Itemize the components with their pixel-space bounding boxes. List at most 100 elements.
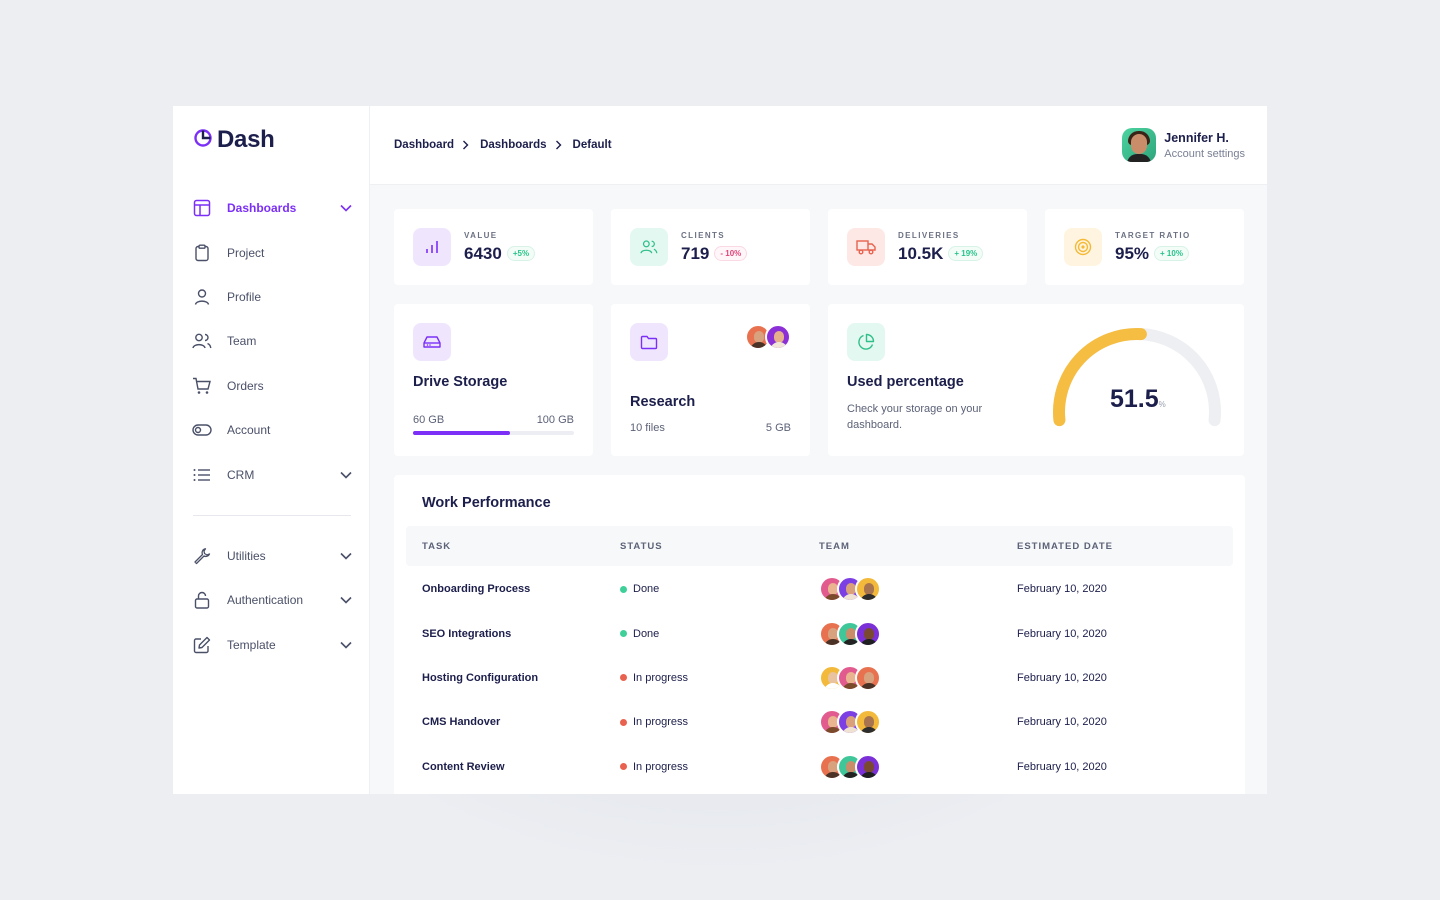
column-header-task[interactable]: TASK <box>422 540 452 552</box>
avatar[interactable] <box>855 576 881 603</box>
status-label: In progress <box>633 760 689 773</box>
sidebar-item-project[interactable]: Project <box>191 230 353 274</box>
sidebar-item-label: Authentication <box>227 593 304 608</box>
task-name: Hosting Configuration <box>422 671 539 684</box>
estimated-date: February 10, 2020 <box>1017 627 1107 640</box>
table-row[interactable]: CMS Handover In progress February 10, 20… <box>406 700 1233 744</box>
task-status: In progress <box>620 761 688 773</box>
stat-card-clients[interactable]: CLIENTS 719 - 10% <box>611 209 810 285</box>
research-team <box>745 324 791 350</box>
stat-value: 95% <box>1115 243 1150 263</box>
toggle-icon <box>191 419 213 441</box>
lock-icon <box>191 589 213 611</box>
app-name: Dash <box>217 126 275 153</box>
team-avatars <box>819 576 881 603</box>
chevron-down-icon[interactable] <box>339 468 353 482</box>
used-percentage-title: Used percentage <box>847 374 964 390</box>
chevron-right-icon <box>555 140 565 150</box>
pie-logo-icon <box>193 128 213 153</box>
app-window: Dash Dashboards Project Profile Team <box>173 106 1267 794</box>
estimated-date: February 10, 2020 <box>1017 671 1107 684</box>
sidebar-item-authentication[interactable]: Authentication <box>191 578 353 622</box>
used-percentage-description: Check your storage on your dashboard. <box>847 403 983 431</box>
task-status: Done <box>620 628 659 640</box>
stat-delta-badge: + 10% <box>1154 246 1189 261</box>
table-row[interactable]: Content Review In progress February 10, … <box>406 745 1233 789</box>
sidebar-divider <box>193 514 351 516</box>
clipboard-icon <box>191 242 213 264</box>
task-name: SEO Integrations <box>422 627 512 640</box>
stat-value: 6430 <box>464 243 502 263</box>
sidebar-item-utilities[interactable]: Utilities <box>191 534 353 578</box>
research-files: 10 files <box>630 422 665 434</box>
avatar[interactable] <box>855 753 881 780</box>
avatar[interactable] <box>855 664 881 691</box>
users-icon <box>191 330 213 352</box>
dashboard-content: VALUE 6430 +5% CLIENTS 719 <box>394 209 1245 794</box>
column-header-date[interactable]: ESTIMATED DATE <box>1017 540 1113 552</box>
stat-delta-badge: +5% <box>506 246 536 261</box>
column-header-status[interactable]: STATUS <box>620 540 663 552</box>
table-row[interactable]: Hosting Configuration In progress Februa… <box>406 656 1233 700</box>
sidebar-item-account[interactable]: Account <box>191 408 353 452</box>
sidebar-item-orders[interactable]: Orders <box>191 364 353 408</box>
chevron-right-icon <box>462 140 472 150</box>
table-row[interactable]: Onboarding Process Done February 10, 202… <box>406 567 1233 611</box>
gauge-unit: % <box>1158 400 1166 409</box>
sidebar-item-label: Project <box>227 245 265 260</box>
stat-label: TARGET RATIO <box>1115 230 1191 240</box>
status-label: In progress <box>633 671 689 684</box>
table-row[interactable]: SEO Integrations Done February 10, 2020 <box>406 611 1233 655</box>
column-header-team[interactable]: TEAM <box>819 540 850 552</box>
logo[interactable]: Dash <box>193 126 275 154</box>
stat-card-deliveries[interactable]: DELIVERIES 10.5K + 19% <box>828 209 1027 285</box>
task-status: In progress <box>620 716 688 728</box>
truck-icon <box>847 228 885 266</box>
status-label: Done <box>633 627 660 640</box>
status-dot <box>620 674 627 682</box>
task-name: Onboarding Process <box>422 583 531 596</box>
user-menu[interactable]: Jennifer H. Account settings <box>1122 128 1245 162</box>
drive-storage-title: Drive Storage <box>413 374 508 390</box>
research-card[interactable]: Research 10 files 5 GB <box>611 304 810 456</box>
sidebar-item-crm[interactable]: CRM <box>191 452 353 496</box>
edit-icon <box>191 634 213 656</box>
sidebar-item-label: Orders <box>227 378 264 393</box>
bar-chart-icon <box>413 228 451 266</box>
team-avatars <box>819 709 881 736</box>
sidebar-item-profile[interactable]: Profile <box>191 275 353 319</box>
avatar[interactable] <box>765 324 791 350</box>
sidebar-item-label: Dashboards <box>227 201 297 216</box>
used-percentage-card[interactable]: Used percentage Check your storage on yo… <box>828 304 1244 456</box>
stat-card-target-ratio[interactable]: TARGET RATIO 95% + 10% <box>1045 209 1244 285</box>
breadcrumb-item-dashboard[interactable]: Dashboard <box>394 139 455 151</box>
status-label: Done <box>633 583 660 596</box>
avatar[interactable] <box>855 709 881 736</box>
team-avatars <box>819 753 881 780</box>
sidebar-item-team[interactable]: Team <box>191 319 353 363</box>
estimated-date: February 10, 2020 <box>1017 716 1107 729</box>
chevron-down-icon[interactable] <box>339 593 353 607</box>
gauge-arc <box>1053 328 1147 427</box>
sidebar-item-label: Profile <box>227 289 262 304</box>
sidebar-item-template[interactable]: Template <box>191 623 353 667</box>
wrench-icon <box>191 545 213 567</box>
sidebar-item-label: Utilities <box>227 548 266 563</box>
sidebar-item-dashboards[interactable]: Dashboards <box>191 186 353 230</box>
chevron-down-icon[interactable] <box>339 638 353 652</box>
breadcrumb-item-dashboards[interactable]: Dashboards <box>480 139 547 151</box>
work-performance-title: Work Performance <box>422 495 551 511</box>
user-name: Jennifer H. <box>1164 130 1229 145</box>
stat-label: CLIENTS <box>681 230 726 240</box>
avatar[interactable] <box>1122 128 1157 162</box>
chevron-down-icon[interactable] <box>339 549 353 563</box>
chevron-down-icon[interactable] <box>339 201 353 215</box>
sidebar-nav: Dashboards Project Profile Team Orders <box>191 186 353 667</box>
avatar[interactable] <box>855 620 881 647</box>
stat-card-value[interactable]: VALUE 6430 +5% <box>394 209 593 285</box>
stats-row: VALUE 6430 +5% CLIENTS 719 <box>394 209 1245 285</box>
drive-total: 100 GB <box>536 414 574 426</box>
account-settings-link[interactable]: Account settings <box>1164 147 1245 160</box>
drive-storage-card[interactable]: Drive Storage 60 GB 100 GB <box>394 304 593 456</box>
status-dot <box>620 763 627 771</box>
